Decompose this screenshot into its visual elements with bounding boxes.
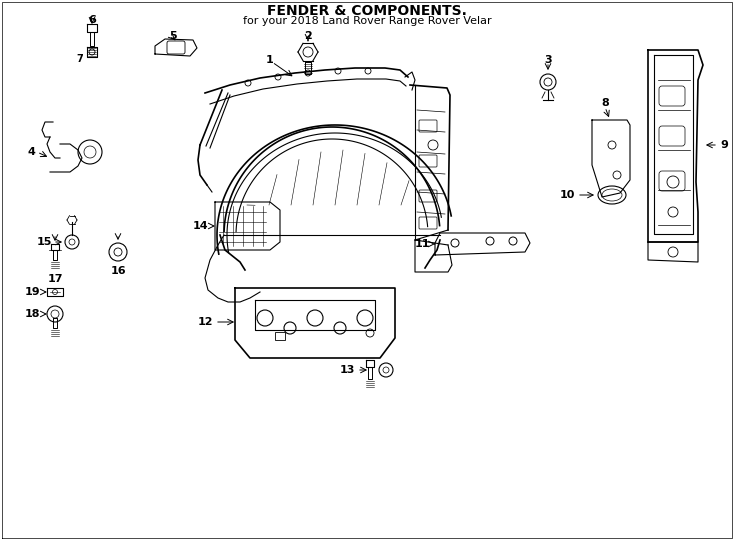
Text: 10: 10 [559,190,575,200]
Text: 3: 3 [544,55,552,65]
Text: 18: 18 [24,309,40,319]
Text: 2: 2 [304,31,312,41]
Text: 9: 9 [720,140,728,150]
Text: 15: 15 [37,237,52,247]
Text: FENDER & COMPONENTS.: FENDER & COMPONENTS. [267,4,467,18]
Text: 5: 5 [170,31,177,41]
Text: 8: 8 [601,98,609,108]
Text: 17: 17 [47,274,62,284]
Text: 11: 11 [415,239,430,249]
Text: 16: 16 [110,266,126,276]
Text: 12: 12 [197,317,213,327]
Text: 19: 19 [24,287,40,297]
Text: for your 2018 Land Rover Range Rover Velar: for your 2018 Land Rover Range Rover Vel… [243,16,491,26]
Text: 6: 6 [88,15,96,25]
Text: 14: 14 [192,221,208,231]
Text: 13: 13 [340,365,355,375]
Bar [275,332,285,340]
Text: 4: 4 [27,147,35,157]
Text: 7: 7 [76,54,84,64]
Text: 1: 1 [266,55,274,65]
